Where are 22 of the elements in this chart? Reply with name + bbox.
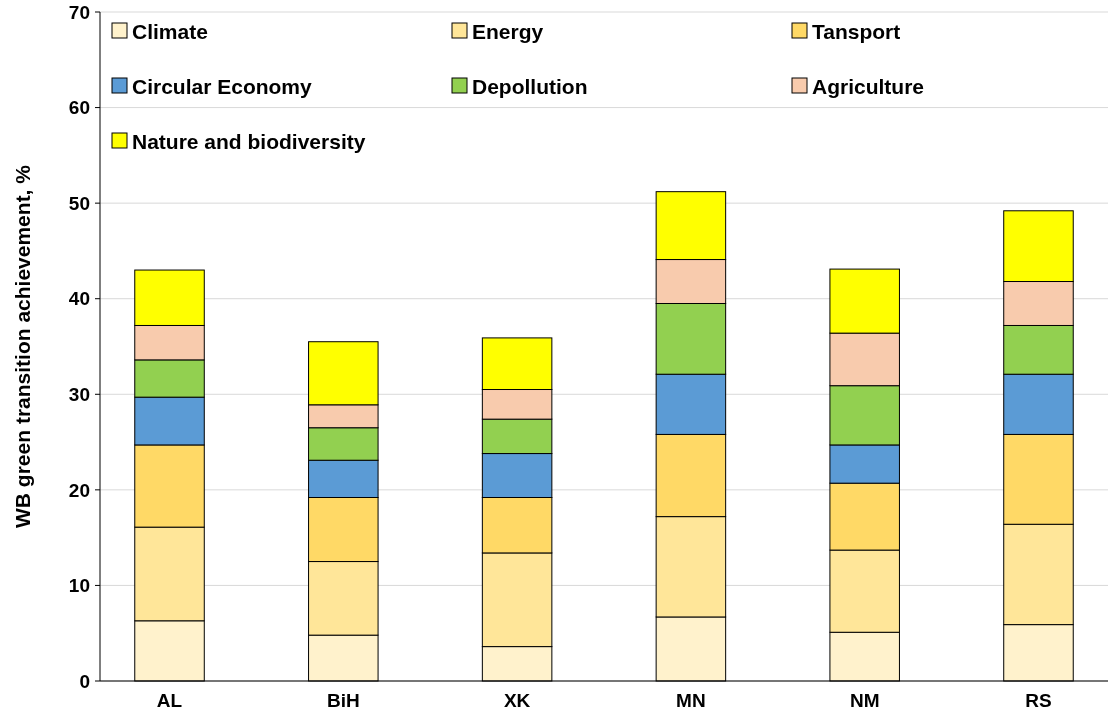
y-tick-label: 70: [68, 1, 90, 23]
y-tick-label: 10: [68, 575, 90, 597]
x-tick-label: NM: [849, 690, 880, 711]
y-tick-label: 40: [68, 288, 90, 310]
y-tick-label: 0: [79, 670, 90, 692]
y-tick-label: 20: [68, 479, 90, 501]
x-tick-label: MN: [676, 690, 706, 711]
legend-label: Climate: [132, 20, 208, 44]
x-tick-label: XK: [503, 690, 531, 711]
legend-label: Depollution: [472, 75, 588, 99]
legend-label: Nature and biodiversity: [132, 130, 366, 154]
x-tick-label: BiH: [326, 690, 360, 711]
y-tick-label: 60: [68, 97, 90, 119]
y-tick-label: 50: [68, 192, 90, 214]
x-tick-label: AL: [156, 690, 183, 711]
legend-label: Agriculture: [812, 75, 925, 99]
y-tick-label: 30: [68, 383, 90, 405]
x-tick-label: RS: [1025, 690, 1052, 711]
legend-label: Energy: [472, 20, 544, 44]
legend-label: Tansport: [812, 20, 901, 44]
y-axis-title: WB green transition achievement, %: [11, 164, 34, 528]
legend-label: Circular Economy: [132, 75, 313, 99]
